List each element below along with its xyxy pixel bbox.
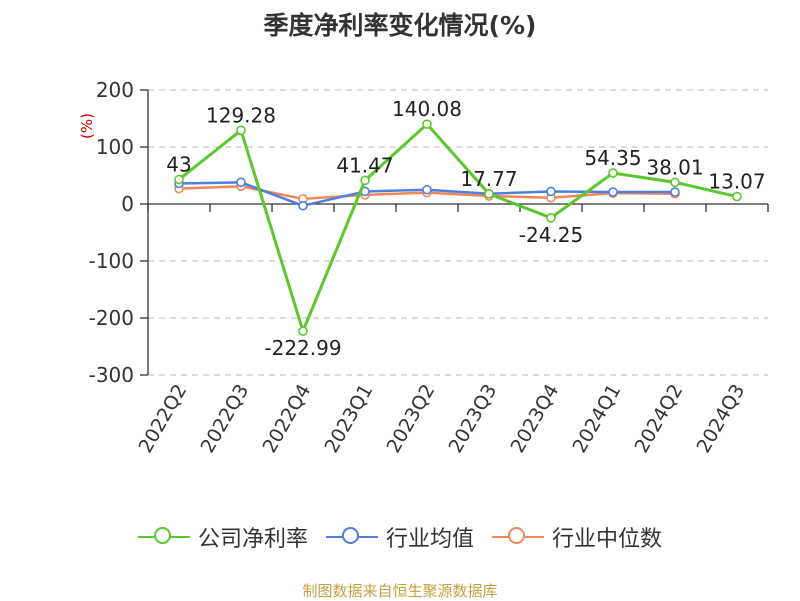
legend-label: 行业中位数 [552, 527, 663, 552]
data-label: 140.08 [392, 97, 462, 121]
x-tick-label: 2023Q2 [383, 381, 440, 457]
y-tick-label: 200 [96, 78, 134, 102]
x-tick-label: 2024Q3 [693, 381, 750, 457]
data-point [546, 213, 556, 223]
legend-label: 行业均值 [385, 527, 474, 552]
data-point [298, 200, 308, 211]
data-label: -222.99 [264, 336, 341, 360]
data-point [732, 191, 742, 202]
data-label: 38.01 [646, 155, 703, 179]
data-point [236, 125, 246, 136]
x-tick-label: 2023Q4 [507, 381, 564, 457]
data-point [670, 177, 680, 188]
x-tick-label: 2023Q1 [321, 381, 378, 457]
data-point [236, 177, 246, 188]
y-tick-labels: 200 100 0 -100 -200 -300 [89, 78, 134, 387]
legend: 公司净利率 行业均值 行业中位数 [0, 520, 800, 554]
series-line [178, 122, 738, 333]
data-label: 41.47 [336, 153, 393, 177]
data-label: 54.35 [584, 146, 641, 170]
data-label: 17.77 [460, 167, 517, 191]
chart-title: 季度净利率变化情况(%) [263, 11, 537, 40]
y-tick-label: 0 [121, 192, 134, 216]
legend-item: 公司净利率 [137, 521, 308, 553]
data-label: 43 [166, 152, 191, 176]
data-point [422, 184, 432, 195]
legend-item: 行业中位数 [492, 521, 662, 553]
x-tick-label: 2024Q2 [631, 381, 688, 457]
x-tick-label: 2022Q4 [259, 381, 316, 457]
data-point [484, 189, 494, 199]
x-tick-label: 2022Q2 [135, 381, 192, 457]
legend-label: 公司净利率 [197, 527, 308, 552]
data-labels: 43 129.28 -222.99 41.47 140.08 17.77 -24.25 54.… [166, 97, 765, 360]
source-note: 制图数据来自恒生聚源数据库 [302, 582, 498, 600]
data-label: 129.28 [206, 103, 276, 127]
x-tick-label: 2022Q3 [197, 381, 254, 457]
data-point [360, 175, 370, 186]
y-tick-label: -100 [89, 249, 134, 273]
data-point [608, 168, 618, 178]
data-point [298, 326, 308, 336]
legend-marker-icon [137, 525, 190, 549]
y-axis-unit: (%) [78, 113, 96, 139]
x-tick-label: 2023Q3 [445, 381, 502, 457]
y-tick-label: -300 [89, 363, 134, 387]
y-tick-label: -200 [89, 306, 134, 330]
data-label: 13.07 [708, 170, 765, 194]
series-lines [174, 119, 742, 336]
x-tick-label: 2024Q1 [569, 381, 626, 457]
grid-lines [148, 89, 768, 376]
data-point [546, 186, 556, 197]
data-point [608, 187, 618, 197]
data-point [174, 174, 184, 185]
data-label: -24.25 [519, 223, 583, 247]
data-point [422, 119, 432, 129]
axes [140, 89, 769, 376]
data-point [670, 187, 680, 197]
x-tick-labels: 2022Q2 2022Q3 2022Q4 2023Q1 2023Q2 2023Q3 2023… [135, 381, 750, 457]
legend-marker-icon [325, 525, 378, 549]
y-tick-label: 100 [96, 135, 134, 159]
legend-item: 行业均值 [325, 521, 474, 553]
legend-marker-icon [492, 525, 544, 549]
